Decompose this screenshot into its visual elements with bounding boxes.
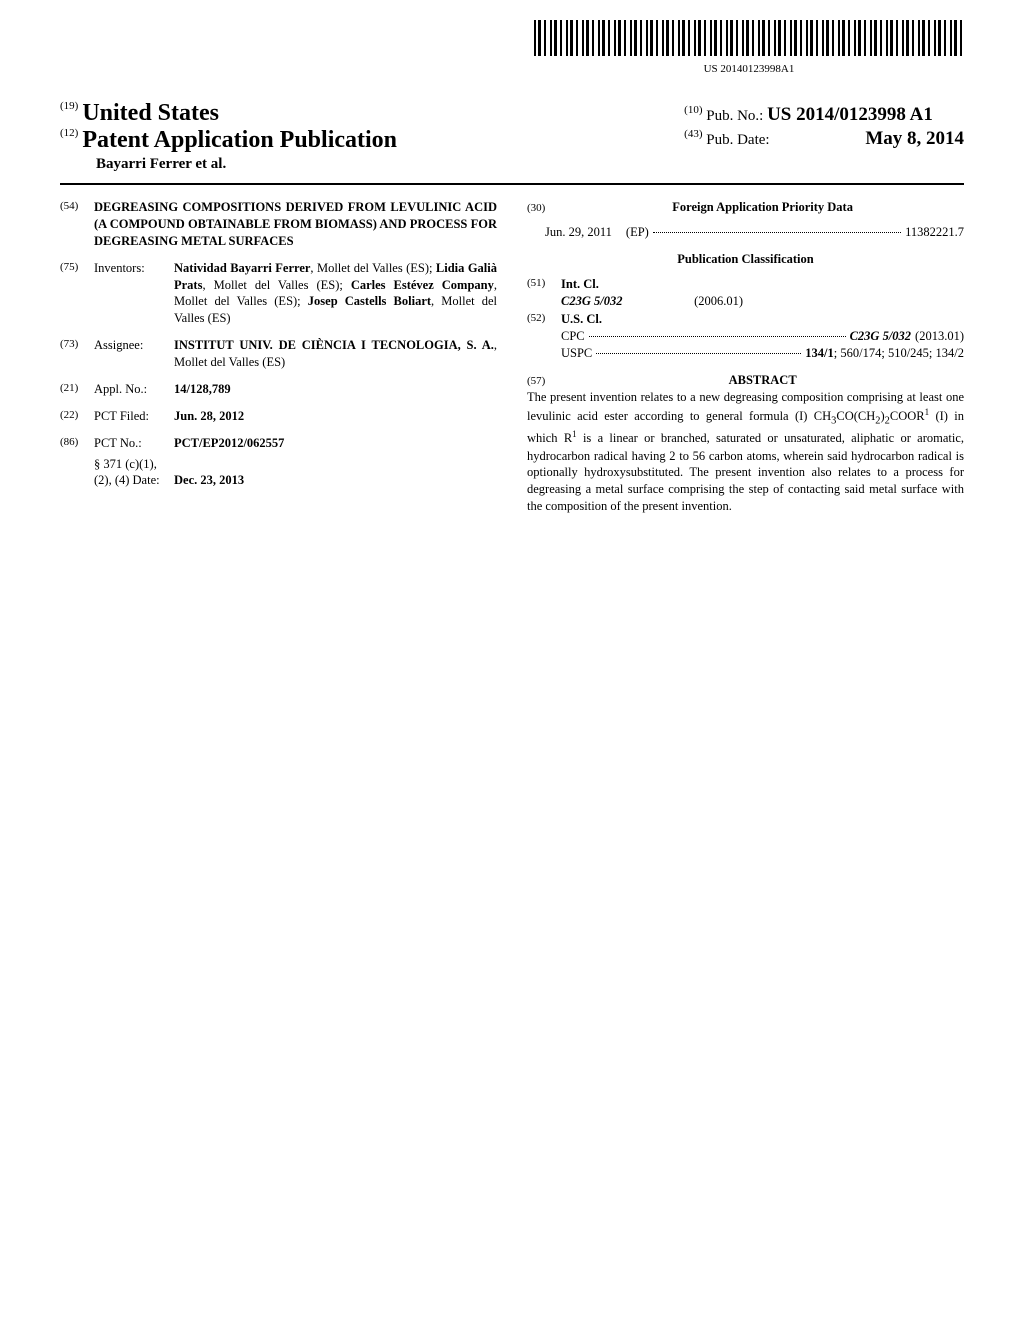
dots bbox=[589, 336, 846, 337]
barcode bbox=[534, 20, 964, 56]
applno-label: Appl. No.: bbox=[94, 381, 174, 398]
inventor-loc: , Mollet del Valles (ES); bbox=[202, 278, 350, 292]
abstract-part1: The present invention relates to a new d… bbox=[527, 390, 964, 423]
dots bbox=[596, 353, 801, 354]
priority-row: Jun. 29, 2011 (EP) 11382221.7 bbox=[545, 224, 964, 241]
inventors-label: Inventors: bbox=[94, 260, 174, 328]
invention-title: DEGREASING COMPOSITIONS DERIVED FROM LEV… bbox=[94, 199, 497, 250]
intcl-class: C23G 5/032 bbox=[561, 293, 691, 310]
code-73: (73) bbox=[60, 337, 94, 371]
uspc-label: USPC bbox=[561, 345, 592, 362]
code-10: (10) bbox=[684, 104, 702, 116]
code-22: (22) bbox=[60, 408, 94, 425]
pub-class-heading: Publication Classification bbox=[527, 251, 964, 268]
field-30: (30) Foreign Application Priority Data bbox=[527, 199, 964, 216]
country: United States bbox=[82, 100, 219, 126]
pctno-label: PCT No.: bbox=[94, 435, 174, 452]
cpc-date: (2013.01) bbox=[915, 328, 964, 345]
cpc-value: C23G 5/032 bbox=[850, 328, 911, 345]
code-43: (43) bbox=[684, 128, 702, 140]
publication-type: Patent Application Publication bbox=[82, 127, 397, 153]
header-right: (10) Pub. No.: US 2014/0123998 A1 (43) P… bbox=[684, 104, 964, 150]
barcode-block: US 20140123998A1 bbox=[534, 20, 964, 75]
code-54: (54) bbox=[60, 199, 94, 250]
body-columns: (54) DEGREASING COMPOSITIONS DERIVED FRO… bbox=[60, 199, 964, 515]
priority-date: Jun. 29, 2011 bbox=[545, 224, 612, 241]
intcl-label: Int. Cl. bbox=[561, 276, 964, 293]
field-86-sub: § 371 (c)(1), (2), (4) Date: Dec. 23, 20… bbox=[60, 456, 497, 490]
dots bbox=[653, 232, 901, 233]
inventor-name: Carles Estévez Company bbox=[351, 278, 494, 292]
patent-page: US 20140123998A1 (19) United States (12)… bbox=[0, 0, 1024, 555]
author-line: Bayarri Ferrer et al. bbox=[96, 156, 964, 173]
pub-date: May 8, 2014 bbox=[865, 128, 964, 149]
inventor-name: Natividad Bayarri Ferrer bbox=[174, 261, 310, 275]
abstract-heading: ABSTRACT bbox=[564, 372, 961, 389]
assignee-name: INSTITUT UNIV. DE CIÈNCIA I TECNOLOGIA, … bbox=[174, 338, 494, 352]
field-51: (51) Int. Cl. C23G 5/032 (2006.01) bbox=[527, 276, 964, 310]
foreign-priority-heading: Foreign Application Priority Data bbox=[564, 199, 961, 216]
code-30: (30) bbox=[527, 201, 561, 216]
barcode-number: US 20140123998A1 bbox=[534, 63, 964, 75]
code-51: (51) bbox=[527, 276, 561, 310]
pctno-value: PCT/EP2012/062557 bbox=[174, 435, 497, 452]
abstract-part2: is a linear or branched, saturated or un… bbox=[527, 432, 964, 514]
pub-no-label: Pub. No.: bbox=[706, 108, 763, 124]
field-75: (75) Inventors: Natividad Bayarri Ferrer… bbox=[60, 260, 497, 328]
field-21: (21) Appl. No.: 14/128,789 bbox=[60, 381, 497, 398]
field-22: (22) PCT Filed: Jun. 28, 2012 bbox=[60, 408, 497, 425]
assignee-label: Assignee: bbox=[94, 337, 174, 371]
field-73: (73) Assignee: INSTITUT UNIV. DE CIÈNCIA… bbox=[60, 337, 497, 371]
right-column: (30) Foreign Application Priority Data J… bbox=[527, 199, 964, 515]
code-12: (12) bbox=[60, 127, 78, 139]
code-21: (21) bbox=[60, 381, 94, 398]
intcl-edition: (2006.01) bbox=[694, 294, 743, 308]
code-52: (52) bbox=[527, 311, 561, 362]
inventors-list: Natividad Bayarri Ferrer, Mollet del Val… bbox=[174, 260, 497, 328]
inventor-name: Josep Castells Boliart bbox=[308, 294, 431, 308]
priority-cc: (EP) bbox=[626, 224, 649, 241]
code-57: (57) bbox=[527, 374, 561, 389]
code-75: (75) bbox=[60, 260, 94, 328]
field-54: (54) DEGREASING COMPOSITIONS DERIVED FRO… bbox=[60, 199, 497, 250]
priority-appno: 11382221.7 bbox=[905, 224, 964, 241]
inventor-loc: , Mollet del Valles (ES); bbox=[310, 261, 436, 275]
pctfiled-label: PCT Filed: bbox=[94, 408, 174, 425]
cpc-label: CPC bbox=[561, 328, 585, 345]
s371-label: § 371 (c)(1), (2), (4) Date: bbox=[94, 456, 174, 490]
abstract-text: The present invention relates to a new d… bbox=[527, 389, 964, 515]
header-rule bbox=[60, 183, 964, 185]
field-86: (86) PCT No.: PCT/EP2012/062557 bbox=[60, 435, 497, 452]
s371-value: Dec. 23, 2013 bbox=[174, 472, 497, 489]
pctfiled-value: Jun. 28, 2012 bbox=[174, 408, 497, 425]
uspc-value: 134/1; 560/174; 510/245; 134/2 bbox=[805, 345, 964, 362]
code-86: (86) bbox=[60, 435, 94, 452]
code-19: (19) bbox=[60, 100, 78, 112]
applno-value: 14/128,789 bbox=[174, 381, 497, 398]
pub-no: US 2014/0123998 A1 bbox=[767, 104, 933, 125]
field-52: (52) U.S. Cl. CPC C23G 5/032 (2013.01) U… bbox=[527, 311, 964, 362]
field-57: (57) ABSTRACT bbox=[527, 372, 964, 389]
left-column: (54) DEGREASING COMPOSITIONS DERIVED FRO… bbox=[60, 199, 497, 515]
uscl-label: U.S. Cl. bbox=[561, 311, 964, 328]
pub-date-label: Pub. Date: bbox=[706, 132, 769, 148]
assignee-body: INSTITUT UNIV. DE CIÈNCIA I TECNOLOGIA, … bbox=[174, 337, 497, 371]
